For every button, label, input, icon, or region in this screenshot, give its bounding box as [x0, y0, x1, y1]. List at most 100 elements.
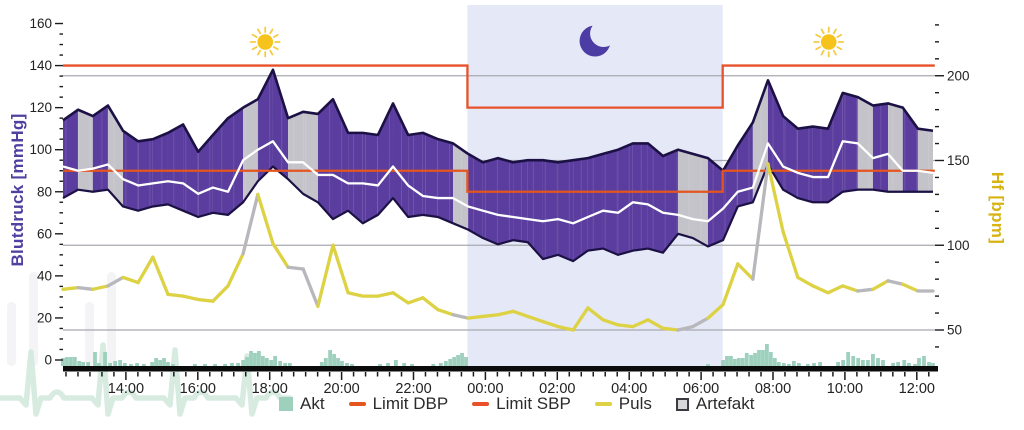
y-left-tick-label: 60 [37, 226, 52, 241]
band-slice [573, 158, 588, 262]
activity-bar [113, 361, 118, 366]
activity-bar [340, 361, 344, 366]
activity-bar [350, 364, 354, 366]
y-right-tick-label: 50 [947, 323, 962, 338]
y-right-tick-label: 200 [947, 68, 970, 83]
band-slice [632, 143, 648, 251]
band-slice [198, 134, 213, 217]
sun-icon [813, 26, 845, 58]
activity-bar [721, 360, 725, 366]
activity-bar [77, 361, 82, 366]
x-tick-label: 16:00 [180, 381, 216, 397]
artifact-slice [692, 153, 708, 247]
artifact-slice [78, 109, 93, 192]
y-left-tick-label: 0 [44, 353, 52, 368]
y-left-tick-label: 20 [37, 310, 52, 325]
band-slice [63, 109, 79, 199]
watermark-logo-bar [7, 302, 16, 366]
activity-bar [154, 358, 159, 366]
band-slice [257, 69, 273, 182]
band-slice [377, 103, 394, 215]
band-slice [527, 160, 543, 260]
legend-label: Limit DBP [372, 394, 449, 413]
legend-item-akt: Akt [279, 394, 325, 414]
activity-bar [61, 358, 65, 366]
watermark [0, 272, 293, 417]
activity-bar [729, 356, 733, 366]
band-slice [437, 139, 454, 224]
activity-bar [768, 352, 773, 366]
activity-bar [443, 361, 448, 366]
activity-bar [93, 352, 97, 366]
activity-bar [162, 358, 166, 366]
activity-bar [257, 351, 261, 366]
activity-bar [856, 358, 861, 366]
activity-bar [927, 362, 931, 366]
x-axis-ticks [65, 372, 930, 380]
activity-bar [456, 355, 460, 366]
activity-bar [97, 363, 101, 366]
band-slice [272, 69, 289, 180]
band-slice [558, 160, 574, 262]
activity-bar [287, 363, 292, 366]
legend-label: Akt [300, 394, 325, 413]
y-left-tick-label: 160 [29, 16, 52, 31]
x-tick-label: 08:00 [755, 381, 791, 397]
activity-bar [72, 357, 77, 366]
artifact-slice [107, 105, 124, 207]
legend-item-artefakt: Artefakt [675, 394, 755, 414]
left-axis-ticks [55, 22, 63, 361]
activity-bar [260, 356, 265, 366]
activity-bar [733, 359, 737, 366]
artifact-slice [453, 143, 469, 230]
activity-bar [452, 357, 457, 366]
y-left-tick-label: 100 [29, 142, 52, 157]
band-slice [362, 132, 378, 224]
band-slice [783, 116, 798, 199]
activity-bar [158, 360, 162, 366]
band-slice [602, 149, 619, 255]
activity-bar [253, 353, 257, 366]
activity-bar [150, 362, 155, 366]
band-slice [138, 139, 153, 211]
x-tick-label: 00:00 [467, 381, 503, 397]
activity-bar [464, 357, 468, 366]
activity-bar [336, 358, 340, 366]
left-axis-title: Blutdruck [mmHg] [8, 113, 27, 267]
legend-label: Puls [618, 394, 652, 413]
x-tick-label: 12:00 [899, 381, 935, 397]
activity-bar [913, 364, 917, 366]
activity-bar [328, 350, 333, 366]
activity-bar [860, 360, 865, 366]
band-slice [92, 105, 108, 192]
band-slice [737, 122, 753, 207]
band-slice [228, 107, 244, 215]
band-slice [812, 126, 829, 203]
activity-bar [431, 364, 436, 366]
activity-bars [61, 344, 935, 366]
activity-bar [846, 352, 851, 366]
legend-label: Artefakt [695, 394, 755, 413]
legend-item-limit-dbp: Limit DBP [348, 394, 449, 414]
activity-bar [786, 364, 791, 366]
activity-bar [410, 364, 414, 366]
activity-bar [772, 358, 777, 366]
activity-bar [907, 363, 911, 366]
moon-icon [579, 20, 618, 57]
band-slice [348, 132, 363, 224]
x-tick-label: 02:00 [539, 381, 575, 397]
watermark-ekg [0, 342, 293, 417]
activity-bar [871, 354, 875, 366]
band-slice [587, 153, 603, 251]
sun-icon [249, 26, 281, 58]
legend-swatch [594, 402, 612, 406]
band-slice [317, 99, 333, 220]
activity-bar [393, 360, 398, 366]
x-tick-label: 18:00 [252, 381, 288, 397]
activity-bar [249, 351, 253, 366]
activity-bar [135, 363, 139, 366]
artifact-slice [857, 97, 873, 190]
activity-bar [171, 364, 175, 366]
artifact-slice [678, 149, 693, 239]
y-left-tick-label: 120 [29, 100, 52, 115]
